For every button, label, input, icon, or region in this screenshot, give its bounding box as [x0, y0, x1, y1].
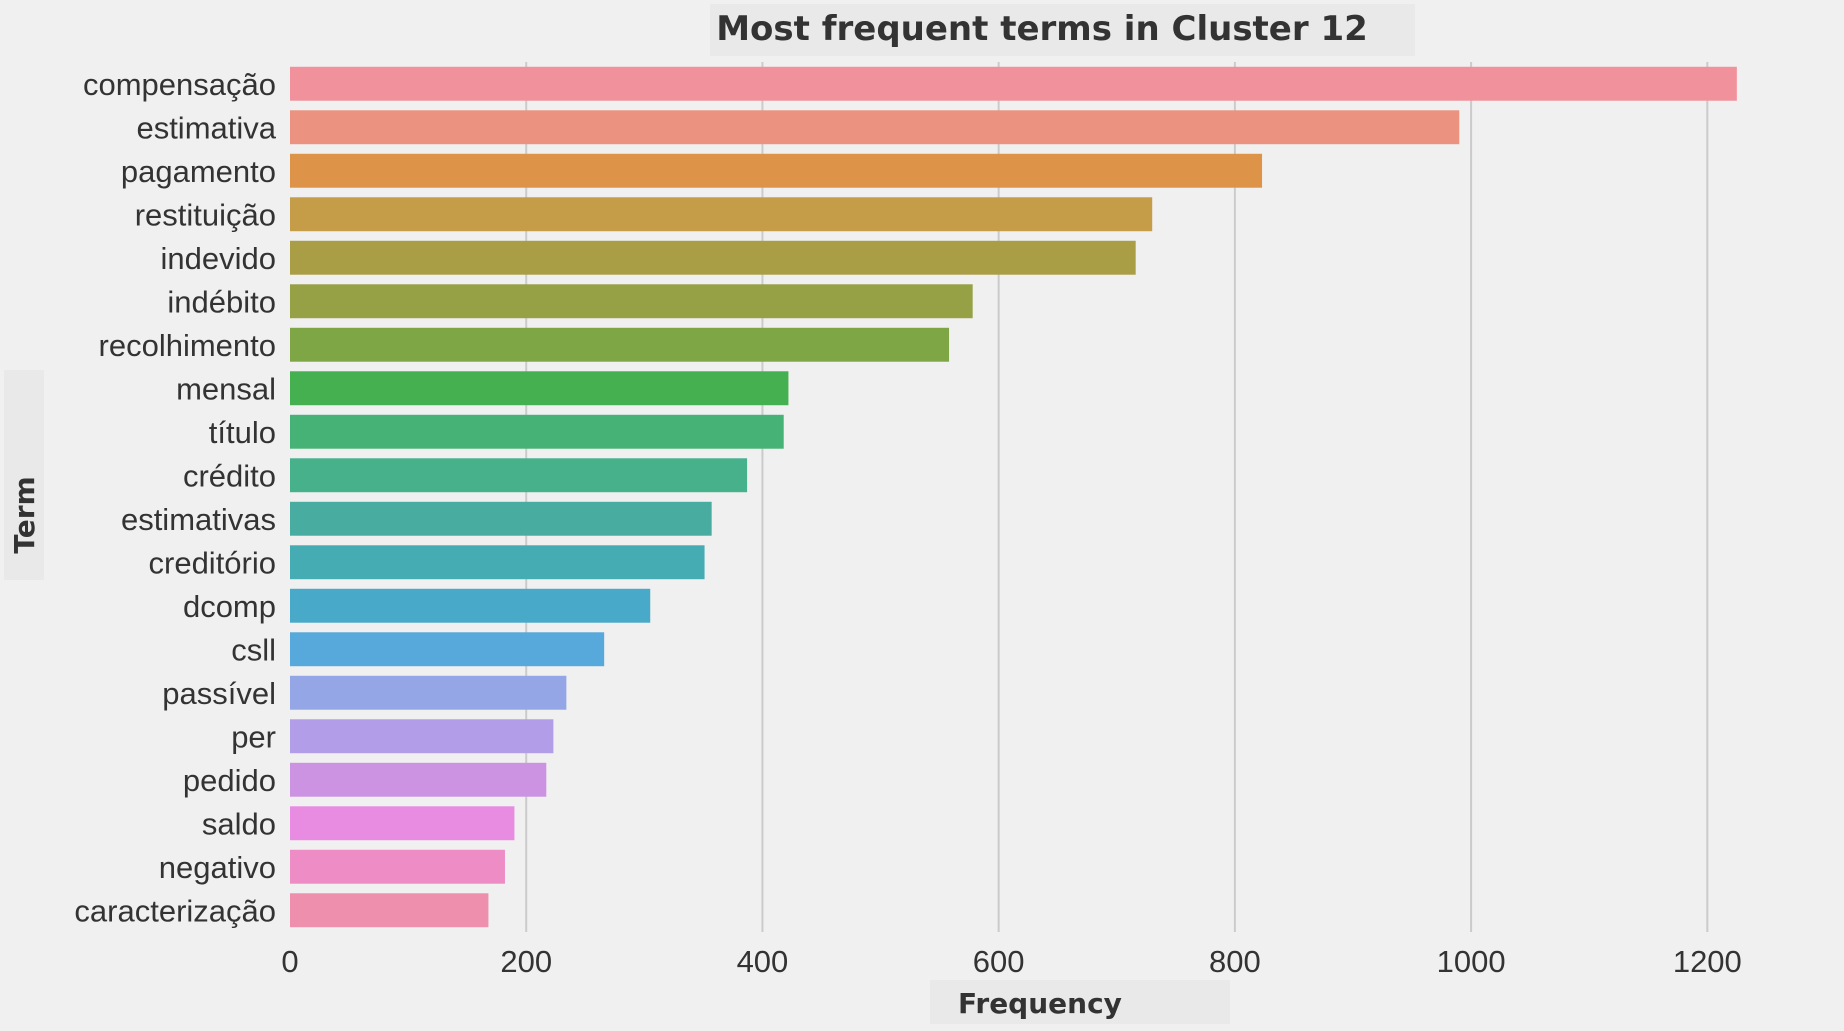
- bar-4: [290, 240, 1136, 275]
- x-tick-label: 1200: [1673, 944, 1742, 979]
- y-tick-label: per: [231, 719, 276, 754]
- y-tick-label: recolhimento: [99, 328, 276, 363]
- y-axis-label: Term: [8, 476, 41, 553]
- y-tick-label: indevido: [161, 241, 276, 276]
- y-tick-label: pagamento: [121, 154, 276, 189]
- y-tick-label: negativo: [159, 850, 276, 885]
- bars: [290, 66, 1737, 928]
- y-tick-label: creditório: [149, 545, 277, 580]
- y-tick-label: restituição: [135, 197, 276, 232]
- y-tick-label: csll: [231, 632, 276, 667]
- bar-5: [290, 284, 973, 319]
- bar-10: [290, 501, 712, 536]
- x-tick-labels: 0 200 400 600 800 1000 1200: [281, 944, 1741, 979]
- y-tick-label: título: [209, 415, 276, 450]
- x-tick-label: 1000: [1437, 944, 1506, 979]
- bar-2: [290, 153, 1263, 188]
- y-tick-label: estimativa: [136, 110, 276, 145]
- y-tick-label: compensação: [83, 67, 276, 102]
- y-tick-label: indébito: [167, 284, 276, 319]
- x-tick-label: 400: [737, 944, 789, 979]
- bar-8: [290, 414, 784, 449]
- y-tick-label: estimativas: [121, 502, 276, 537]
- x-tick-label: 600: [973, 944, 1025, 979]
- ylabel-backdrop: [4, 370, 44, 580]
- bar-17: [290, 806, 515, 841]
- bar-15: [290, 719, 554, 754]
- y-tick-label: passível: [162, 676, 276, 711]
- xlabel-backdrop: [930, 980, 1230, 1024]
- y-tick-labels: compensação estimativa pagamento restituiçã…: [74, 67, 276, 929]
- y-tick-label: caracterização: [74, 893, 276, 928]
- bar-12: [290, 588, 651, 623]
- bar-18: [290, 849, 505, 884]
- title-backdrop: [710, 4, 1415, 56]
- x-tick-label: 200: [500, 944, 552, 979]
- bar-7: [290, 371, 789, 406]
- chart-title: Most frequent terms in Cluster 12: [716, 9, 1368, 49]
- x-tick-label: 0: [281, 944, 298, 979]
- bar-0: [290, 66, 1737, 101]
- y-tick-label: pedido: [183, 763, 276, 798]
- bar-13: [290, 632, 605, 667]
- y-tick-label: crédito: [183, 458, 276, 493]
- y-tick-label: mensal: [176, 371, 276, 406]
- bar-9: [290, 458, 748, 493]
- bar-3: [290, 197, 1153, 232]
- bar-1: [290, 110, 1460, 145]
- bar-14: [290, 675, 567, 710]
- y-tick-label: saldo: [202, 806, 276, 841]
- x-axis-label: Frequency: [958, 987, 1122, 1020]
- x-tick-label: 800: [1209, 944, 1261, 979]
- bar-6: [290, 327, 950, 362]
- bar-19: [290, 893, 489, 928]
- y-tick-label: dcomp: [183, 589, 276, 624]
- bar-11: [290, 545, 705, 580]
- bar-16: [290, 762, 547, 797]
